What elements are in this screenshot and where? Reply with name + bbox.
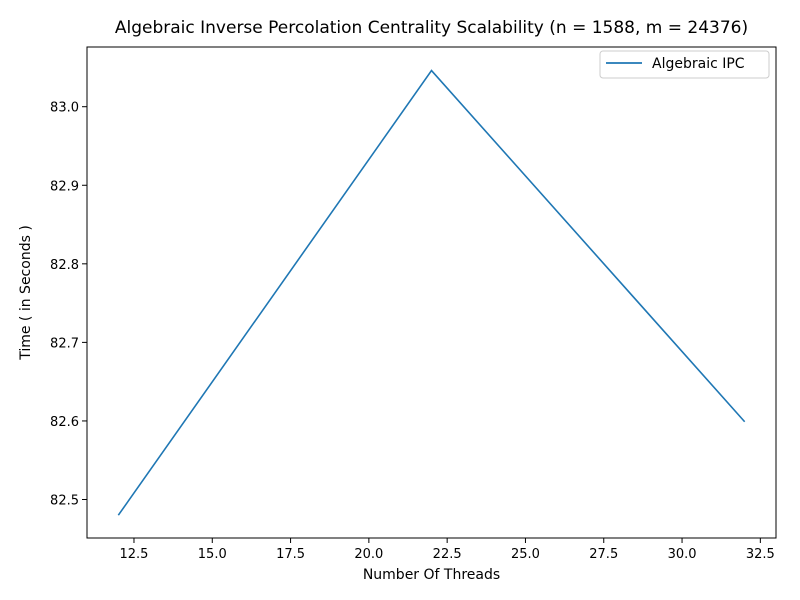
x-tick-label: 25.0 <box>511 547 540 562</box>
plot-frame <box>86 46 777 539</box>
x-tick-label: 32.5 <box>746 547 775 562</box>
y-tick-label: 82.9 <box>50 179 79 194</box>
y-axis-ticks: 82.5 82.6 82.7 82.8 82.9 83.0 <box>50 101 87 509</box>
chart-title: Algebraic Inverse Percolation Centrality… <box>115 18 748 38</box>
series-line-algebraic-ipc <box>117 69 746 516</box>
x-tick-label: 12.5 <box>120 547 149 562</box>
x-tick-label: 15.0 <box>198 547 227 562</box>
x-axis-label: Number Of Threads <box>363 567 500 583</box>
y-tick-label: 82.5 <box>50 494 79 509</box>
y-tick-label: 82.8 <box>50 258 79 273</box>
y-tick-label: 82.7 <box>50 336 79 351</box>
x-axis-ticks: 12.5 15.0 17.5 20.0 22.5 25.0 27.5 30.0 32.5 <box>120 538 775 562</box>
y-axis-label: Time ( in Seconds ) <box>18 225 34 361</box>
y-tick-label: 82.6 <box>50 415 79 430</box>
legend-box <box>599 50 770 79</box>
x-tick-label: 22.5 <box>433 547 462 562</box>
x-tick-label: 30.0 <box>668 547 697 562</box>
legend-label-algebraic-ipc: Algebraic IPC <box>652 56 745 72</box>
y-tick-label: 83.0 <box>50 101 79 116</box>
x-tick-label: 20.0 <box>354 547 383 562</box>
series-layer <box>117 69 746 516</box>
plot-area: 12.5 15.0 17.5 20.0 22.5 25.0 27.5 30.0 32.5 82.… <box>50 46 777 562</box>
title-group: Algebraic Inverse Percolation Centrality… <box>115 18 748 38</box>
x-tick-label: 27.5 <box>589 547 618 562</box>
legend: Algebraic IPC <box>599 50 770 79</box>
x-tick-label: 17.5 <box>276 547 305 562</box>
